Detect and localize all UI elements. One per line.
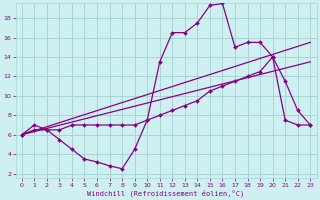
X-axis label: Windchill (Refroidissement éolien,°C): Windchill (Refroidissement éolien,°C) <box>87 189 245 197</box>
